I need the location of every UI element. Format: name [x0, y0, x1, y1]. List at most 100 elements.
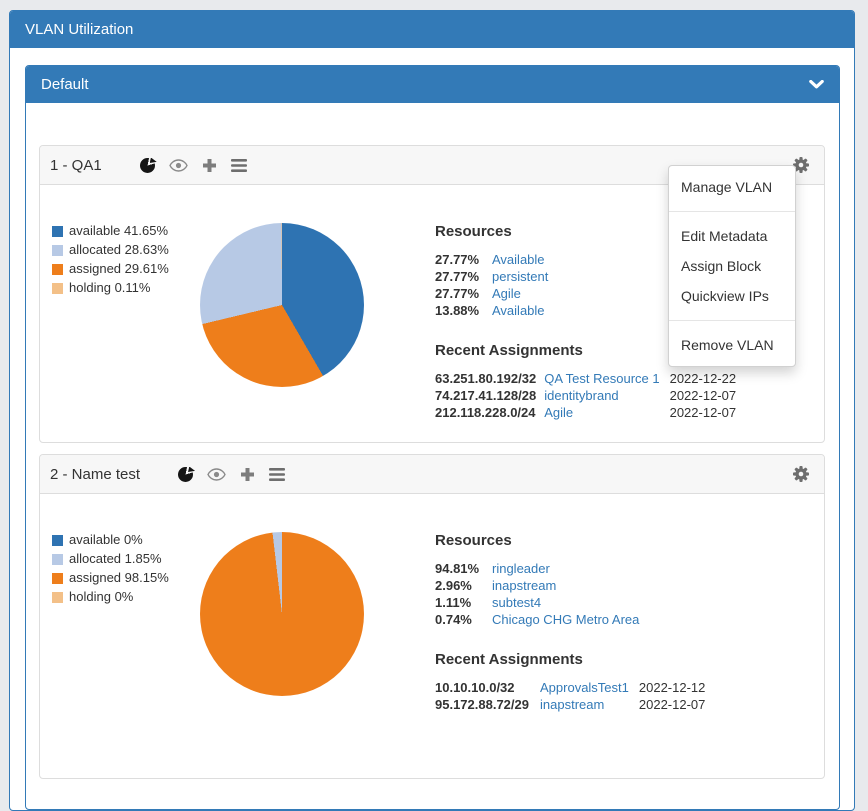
assignment-date: 2022-12-12: [638, 680, 706, 695]
default-group-body: 1 - QA1: [26, 103, 839, 809]
resources-heading: Resources: [435, 532, 512, 549]
resources-table: 27.77% Available 27.77% persistent 27.77…: [435, 252, 556, 320]
list-icon[interactable]: [269, 467, 286, 481]
resource-link[interactable]: persistent: [492, 269, 549, 284]
details-column: Resources 94.81% ringleader 2.96% inapst…: [435, 532, 713, 762]
gear-dropdown-menu: Manage VLAN Edit Metadata Assign Block Q…: [668, 165, 796, 367]
resource-link[interactable]: Available: [492, 303, 545, 318]
legend-item: assigned 98.15%: [52, 570, 200, 586]
assignment-link[interactable]: QA Test Resource 1: [544, 371, 660, 386]
list-icon[interactable]: [230, 158, 247, 172]
assignment-link[interactable]: Agile: [544, 405, 574, 420]
legend-item: allocated 28.63%: [52, 242, 200, 258]
gear-icon[interactable]: [792, 465, 810, 483]
resource-pct: 94.81%: [435, 561, 480, 576]
menu-item-remove-vlan[interactable]: Remove VLAN: [681, 337, 774, 353]
resource-pct: 27.77%: [435, 269, 480, 284]
assignment-date: 2022-12-07: [669, 405, 737, 420]
resource-row: 2.96% inapstream: [435, 578, 647, 595]
resource-row: 0.74% Chicago CHG Metro Area: [435, 612, 647, 629]
vlan-panel-name-test: 2 - Name test: [39, 454, 825, 779]
pie-legend: available 41.65% allocated 28.63% assign…: [52, 223, 200, 426]
vlan-utilization-body: Default 1 - QA1: [10, 48, 854, 810]
gear-icon[interactable]: [792, 156, 810, 174]
menu-item-edit-metadata[interactable]: Edit Metadata: [681, 228, 768, 244]
legend-swatch-available: [52, 534, 63, 546]
resource-link[interactable]: Agile: [492, 286, 521, 301]
legend-label: assigned 98.15%: [69, 570, 169, 585]
assignment-row: 74.217.41.128/28 identitybrand 2022-12-0…: [435, 388, 744, 405]
recent-assignments-table: 10.10.10.0/32 ApprovalsTest1 2022-12-12 …: [435, 680, 713, 714]
menu-item-quickview-ips[interactable]: Quickview IPs: [681, 288, 769, 304]
pie-chart-icon[interactable]: [178, 466, 194, 482]
legend-swatch-assigned: [52, 572, 63, 584]
legend-label: allocated 1.85%: [69, 551, 162, 566]
eye-icon[interactable]: [207, 467, 226, 481]
legend-swatch-holding: [52, 591, 63, 603]
legend-label: allocated 28.63%: [69, 242, 169, 257]
resource-row: 27.77% Available: [435, 252, 556, 269]
vlan-panel-qa1-body: available 41.65% allocated 28.63% assign…: [40, 185, 824, 442]
legend-item: holding 0%: [52, 589, 200, 605]
resource-row: 13.88% Available: [435, 303, 556, 320]
eye-icon[interactable]: [168, 158, 188, 172]
vlan-panel-name-test-body: available 0% allocated 1.85% assigned 98…: [40, 494, 824, 778]
resource-row: 27.77% persistent: [435, 269, 556, 286]
vlan-panel-qa1: 1 - QA1: [39, 145, 825, 443]
default-group-panel: Default 1 - QA1: [25, 65, 840, 810]
resource-pct: 27.77%: [435, 286, 480, 301]
legend-swatch-allocated: [52, 553, 63, 565]
assignment-date: 2022-12-22: [669, 371, 737, 386]
legend-item: available 41.65%: [52, 223, 200, 239]
resources-heading: Resources: [435, 223, 512, 240]
chevron-down-icon: [809, 80, 824, 89]
menu-divider: [669, 211, 795, 212]
vlan-utilization-header: VLAN Utilization: [10, 11, 854, 48]
legend-item: holding 0.11%: [52, 280, 200, 296]
resource-pct: 2.96%: [435, 578, 472, 593]
details-column: Resources 27.77% Available 27.77% persis…: [435, 223, 744, 426]
assignment-link[interactable]: inapstream: [540, 697, 605, 712]
resource-pct: 1.11%: [435, 595, 472, 610]
resource-link[interactable]: Chicago CHG Metro Area: [492, 612, 640, 627]
resource-pct: 27.77%: [435, 252, 480, 267]
legend-swatch-available: [52, 225, 63, 237]
assignment-cidr: 10.10.10.0/32: [435, 680, 515, 695]
assignment-link[interactable]: identitybrand: [544, 388, 619, 403]
legend-swatch-holding: [52, 282, 63, 294]
legend-item: assigned 29.61%: [52, 261, 200, 277]
default-group-header[interactable]: Default: [26, 66, 839, 103]
utilization-pie-chart: [200, 532, 364, 696]
vlan-utilization-panel: VLAN Utilization Default 1 - QA1: [9, 10, 855, 811]
recent-assignments-heading: Recent Assignments: [435, 342, 583, 359]
resource-row: 1.11% subtest4: [435, 595, 647, 612]
plus-icon[interactable]: [202, 158, 217, 173]
assignment-row: 95.172.88.72/29 inapstream 2022-12-07: [435, 697, 713, 714]
resource-pct: 0.74%: [435, 612, 472, 627]
legend-item: available 0%: [52, 532, 200, 548]
utilization-pie-chart: [200, 223, 364, 387]
group-title: Default: [41, 76, 89, 93]
resource-link[interactable]: subtest4: [492, 595, 542, 610]
legend-label: available 0%: [69, 532, 143, 547]
menu-item-manage-vlan[interactable]: Manage VLAN: [681, 179, 773, 195]
legend-swatch-assigned: [52, 263, 63, 275]
menu-divider: [669, 320, 795, 321]
assignment-row: 10.10.10.0/32 ApprovalsTest1 2022-12-12: [435, 680, 713, 697]
resource-pct: 13.88%: [435, 303, 480, 318]
assignment-link[interactable]: ApprovalsTest1: [540, 680, 629, 695]
pie-chart-icon[interactable]: [139, 157, 155, 173]
menu-item-assign-block[interactable]: Assign Block: [681, 258, 762, 274]
assignment-row: 63.251.80.192/32 QA Test Resource 1 2022…: [435, 371, 744, 388]
plus-icon[interactable]: [240, 467, 255, 482]
resource-link[interactable]: ringleader: [492, 561, 550, 576]
legend-label: assigned 29.61%: [69, 261, 169, 276]
resource-row: 94.81% ringleader: [435, 561, 647, 578]
resource-link[interactable]: Available: [492, 252, 545, 267]
resource-link[interactable]: inapstream: [492, 578, 557, 593]
resources-table: 94.81% ringleader 2.96% inapstream 1.11%…: [435, 561, 647, 629]
legend-item: allocated 1.85%: [52, 551, 200, 567]
vlan-title: 1 - QA1: [50, 156, 102, 174]
resource-row: 27.77% Agile: [435, 286, 556, 303]
recent-assignments-heading: Recent Assignments: [435, 651, 583, 668]
